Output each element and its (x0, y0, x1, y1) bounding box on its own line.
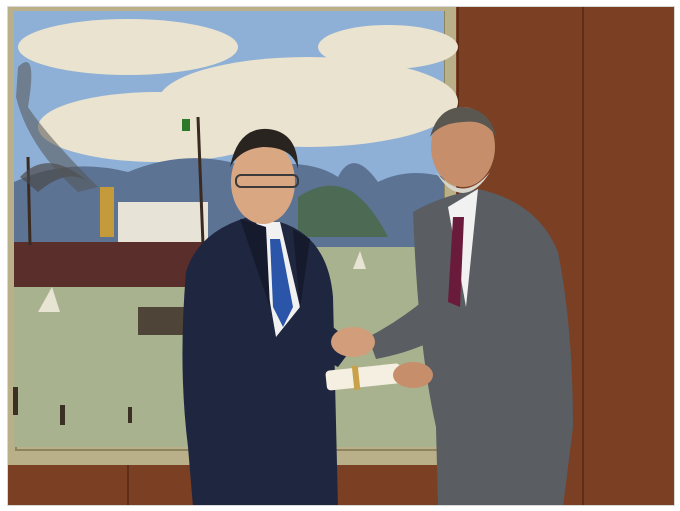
person-left (182, 128, 353, 505)
gift-box (325, 362, 433, 391)
handshake-scene (8, 7, 674, 505)
photograph (7, 6, 675, 506)
person-right (368, 107, 573, 505)
handshake (331, 327, 375, 357)
harbor-painting (13, 11, 458, 447)
